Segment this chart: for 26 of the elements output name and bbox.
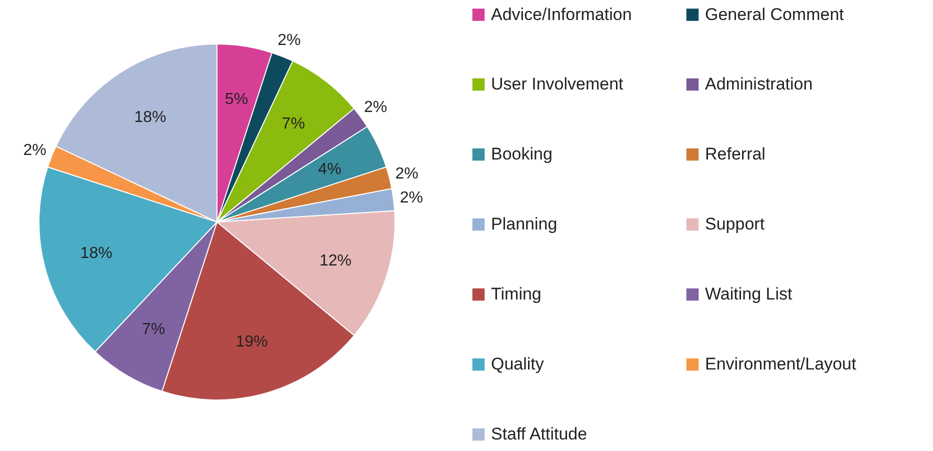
legend-label: User Involvement [491,74,624,94]
legend-label: Environment/Layout [705,354,856,374]
data-label: 2% [364,98,388,116]
legend-label: Staff Attitude [491,424,588,444]
data-label: 18% [134,108,166,126]
legend-label: Referral [705,144,766,164]
data-label: 4% [318,160,342,178]
data-label: 2% [395,165,418,182]
data-label: 19% [236,334,268,351]
data-label: 18% [80,244,112,262]
legend-label: Timing [491,284,542,304]
data-label: 12% [319,252,352,270]
legend-label: General Comment [705,4,844,24]
data-label: 7% [142,321,166,338]
legend-label: Planning [491,214,558,234]
data-label: 2% [278,32,301,49]
legend-label: Support [705,214,765,234]
legend-label: Waiting List [705,284,793,304]
legend-label: Advice/Information [491,4,632,24]
data-label: 7% [282,116,305,133]
legend-label: Quality [491,354,544,374]
data-label: 2% [400,189,424,206]
legend-label: Booking [491,144,552,164]
legend-label: Administration [705,74,813,94]
data-label: 5% [224,90,248,108]
data-label: 2% [23,142,46,159]
